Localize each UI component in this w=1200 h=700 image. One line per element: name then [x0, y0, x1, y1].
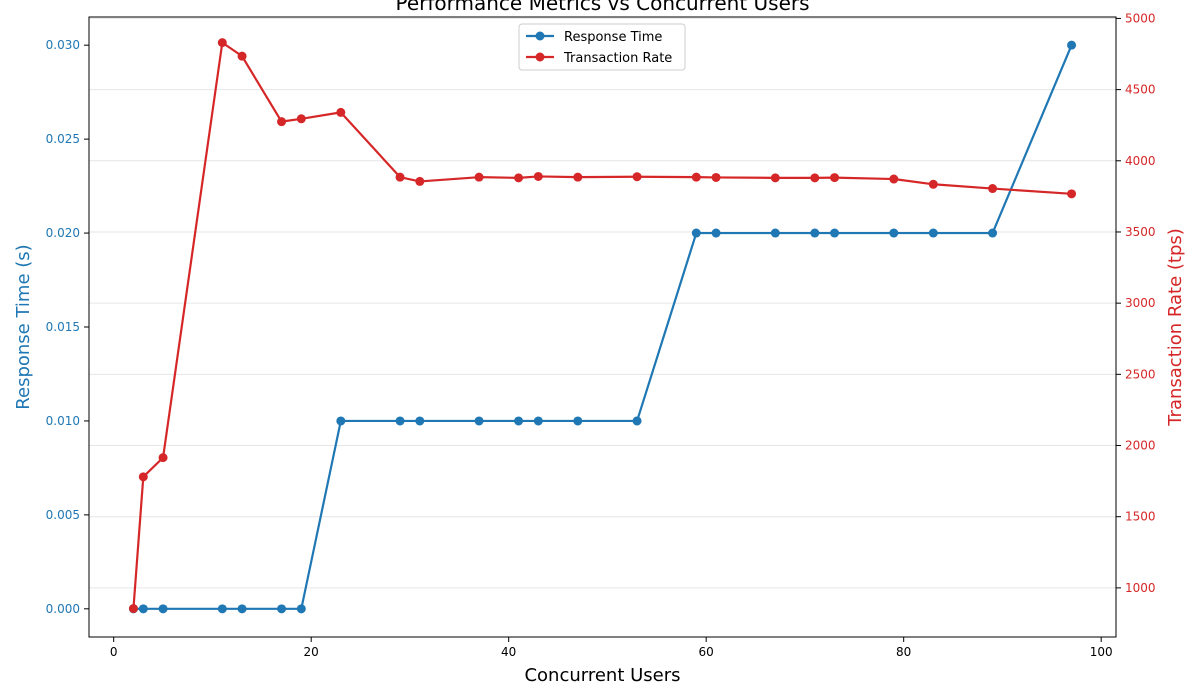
legend: Response Time Transaction Rate — [518, 23, 686, 71]
left-y-tick-label: 0.010 — [46, 414, 80, 428]
response-time-point — [691, 228, 701, 238]
x-tick-label: 100 — [1090, 645, 1113, 659]
legend-entries: Response Time Transaction Rate — [526, 30, 672, 66]
right-y-tick-label: 1000 — [1125, 581, 1156, 595]
response-time-point — [514, 416, 524, 426]
legend-marker — [535, 52, 545, 62]
response-time-point — [237, 604, 247, 614]
response-time-point — [158, 604, 168, 614]
x-tick-label: 20 — [304, 645, 319, 659]
series-response-time — [128, 40, 1077, 614]
transaction-rate-point — [770, 173, 780, 183]
transaction-rate-point — [296, 114, 306, 124]
transaction-rate-point — [277, 117, 287, 127]
transaction-rate-point — [711, 172, 721, 182]
transaction-rate-point — [395, 172, 405, 182]
response-time-point — [474, 416, 484, 426]
grid-lines — [89, 17, 1116, 589]
x-tick-label: 0 — [110, 645, 118, 659]
chart-title: Performance Metrics vs Concurrent Users — [395, 0, 809, 15]
transaction-rate-point — [514, 173, 524, 183]
transaction-rate-line — [132, 41, 1072, 609]
response-time-point — [217, 604, 227, 614]
transaction-rate-point — [691, 172, 701, 182]
legend-label: Response Time — [564, 30, 662, 45]
right-y-axis: 1000 1500 2000 2500 3000 3500 4000 4500 5000 — [1116, 11, 1156, 595]
right-y-tick-label: 2500 — [1125, 367, 1156, 381]
response-time-point — [277, 604, 287, 614]
left-y-tick-label: 0.000 — [46, 602, 80, 616]
left-y-tick-label: 0.020 — [46, 226, 80, 240]
right-y-tick-label: 4500 — [1125, 83, 1156, 97]
left-y-axis-title: Response Time (s) — [13, 244, 34, 409]
legend-box — [518, 23, 686, 71]
transaction-rate-point — [830, 173, 840, 183]
legend-entry-response-time: Response Time — [526, 30, 662, 45]
series-layer — [128, 38, 1077, 614]
response-time-point — [533, 416, 543, 426]
response-time-line — [133, 44, 1073, 610]
right-y-tick-label: 4000 — [1125, 154, 1156, 168]
transaction-rate-point — [1067, 189, 1077, 199]
response-time-point — [415, 416, 425, 426]
transaction-rate-point — [415, 176, 425, 186]
response-time-point — [336, 416, 346, 426]
transaction-rate-point — [237, 51, 247, 61]
left-y-tick-label: 0.015 — [46, 320, 80, 334]
right-y-tick-label: 3500 — [1125, 225, 1156, 239]
transaction-rate-point — [810, 173, 820, 183]
response-time-point — [830, 228, 840, 238]
transaction-rate-point — [928, 179, 938, 189]
x-axis-title: Concurrent Users — [524, 665, 680, 686]
transaction-rate-point — [573, 172, 583, 182]
transaction-rate-point — [889, 174, 899, 184]
response-time-point — [1067, 40, 1077, 50]
response-time-point — [711, 228, 721, 238]
right-y-tick-label: 5000 — [1125, 11, 1156, 25]
transaction-rate-point — [158, 453, 168, 463]
transaction-rate-point — [217, 38, 227, 48]
left-y-axis: 0.000 0.005 0.010 0.015 0.020 0.025 0.030 — [46, 38, 89, 616]
transaction-rate-point — [336, 107, 346, 117]
right-y-axis-title: Transaction Rate (tps) — [1165, 228, 1186, 427]
plot-area — [88, 16, 1117, 638]
left-y-tick-label: 0.030 — [46, 38, 80, 52]
transaction-rate-point — [988, 184, 998, 194]
transaction-rate-point — [533, 171, 543, 181]
x-tick-label: 80 — [896, 645, 911, 659]
right-y-tick-label: 2000 — [1125, 439, 1156, 453]
transaction-rate-point — [138, 472, 148, 482]
response-time-point — [573, 416, 583, 426]
response-time-point — [770, 228, 780, 238]
response-time-point — [632, 416, 642, 426]
left-y-tick-label: 0.005 — [46, 508, 80, 522]
response-time-point — [889, 228, 899, 238]
response-time-point — [296, 604, 306, 614]
transaction-rate-point — [128, 604, 138, 614]
legend-label: Transaction Rate — [563, 51, 672, 66]
response-time-point — [988, 228, 998, 238]
transaction-rate-point — [632, 172, 642, 182]
legend-entry-transaction-rate: Transaction Rate — [526, 51, 672, 66]
x-axis: 0 20 40 60 80 100 — [110, 637, 1113, 659]
right-y-tick-label: 3000 — [1125, 296, 1156, 310]
x-tick-label: 40 — [501, 645, 516, 659]
response-time-point — [928, 228, 938, 238]
right-y-tick-label: 1500 — [1125, 510, 1156, 524]
x-tick-label: 60 — [699, 645, 714, 659]
left-y-tick-label: 0.025 — [46, 132, 80, 146]
series-transaction-rate — [128, 38, 1077, 614]
response-time-point — [810, 228, 820, 238]
legend-marker — [535, 31, 545, 41]
response-time-point — [395, 416, 405, 426]
response-time-point — [138, 604, 148, 614]
transaction-rate-point — [474, 172, 484, 182]
